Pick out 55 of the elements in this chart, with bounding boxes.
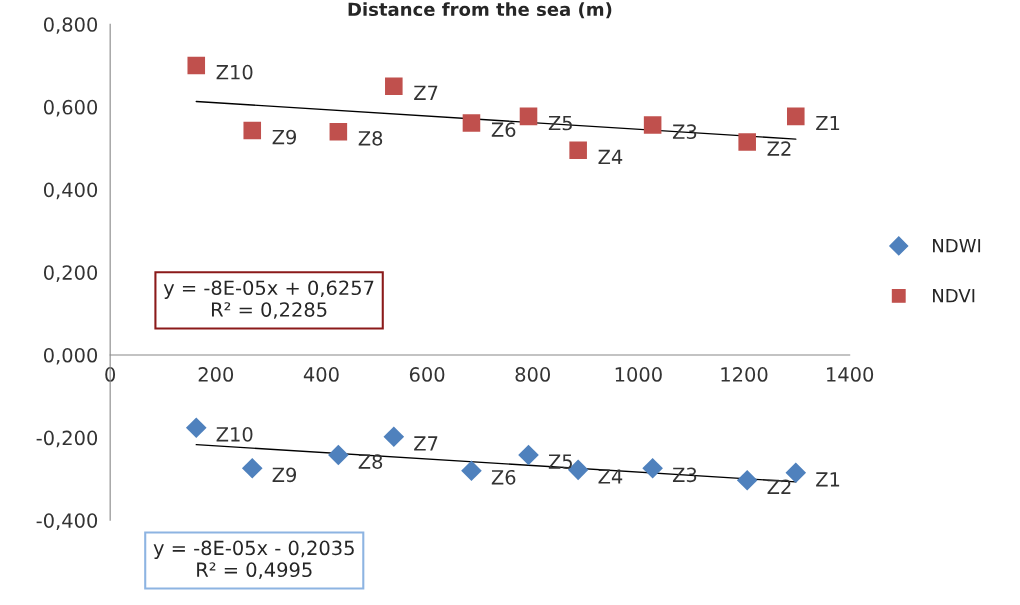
y-tick-label: 0,600 [43, 99, 98, 117]
legend-label: NDWI [933, 239, 981, 253]
annotation: Z5 [548, 454, 572, 469]
x-tick-label: 400 [303, 367, 339, 382]
annotation: Z4 [598, 149, 623, 164]
annotation: Z8 [358, 130, 383, 146]
y-tick-label: 0,400 [43, 182, 98, 200]
point [383, 426, 405, 448]
point [329, 122, 348, 141]
point [243, 121, 262, 140]
point [738, 133, 756, 151]
annotation: Z7 [414, 85, 438, 100]
annotation: y = -8E-05x + 0,6257 R² = 0,2285 [163, 280, 374, 319]
y-tick-label: 0,000 [43, 347, 98, 365]
y-tick-label: -0,200 [36, 430, 98, 448]
x-tick-label: 200 [198, 367, 234, 382]
point [736, 469, 758, 491]
annotation: Z6 [491, 122, 516, 137]
y-tick-label: -0,400 [36, 513, 98, 530]
x-tick-label: 1200 [721, 367, 768, 382]
point [643, 116, 662, 134]
x-tick-label: 600 [409, 367, 445, 382]
point [519, 107, 538, 126]
text: y = -8E-05x - 0,2035 R² = 0,4995 [153, 540, 354, 580]
annotation: Z9 [272, 129, 297, 145]
chart-title: Distance from the sea (m) [348, 2, 612, 19]
annotation: Z8 [358, 454, 383, 469]
point [187, 56, 206, 75]
annotation: Z9 [272, 467, 297, 483]
point [385, 77, 403, 95]
y-tick-label: 0,200 [43, 265, 98, 282]
x-tick-label: 800 [515, 367, 550, 382]
annotation: Z10 [216, 426, 253, 442]
point [185, 417, 207, 438]
annotation: Z7 [414, 436, 438, 451]
annotation: Z1 [816, 115, 840, 131]
x-tick-label: 0 [105, 367, 116, 382]
annotation: Z2 [767, 479, 791, 494]
x-tick-label: 1400 [827, 367, 874, 382]
point [328, 444, 349, 466]
annotation: Z2 [767, 141, 791, 156]
annotation: Z1 [816, 472, 840, 487]
annotation: Z10 [216, 64, 253, 80]
annotation: Z4 [598, 469, 623, 484]
point [462, 114, 481, 132]
point [241, 457, 263, 479]
point [518, 444, 539, 466]
annotation: Z6 [491, 469, 516, 485]
point [569, 141, 587, 160]
legend-label: NDVI [933, 289, 975, 303]
point [787, 107, 805, 126]
x-tick-label: 1000 [615, 367, 662, 382]
point [461, 460, 482, 481]
y-tick-label: 0,800 [43, 17, 98, 34]
point [642, 457, 663, 479]
